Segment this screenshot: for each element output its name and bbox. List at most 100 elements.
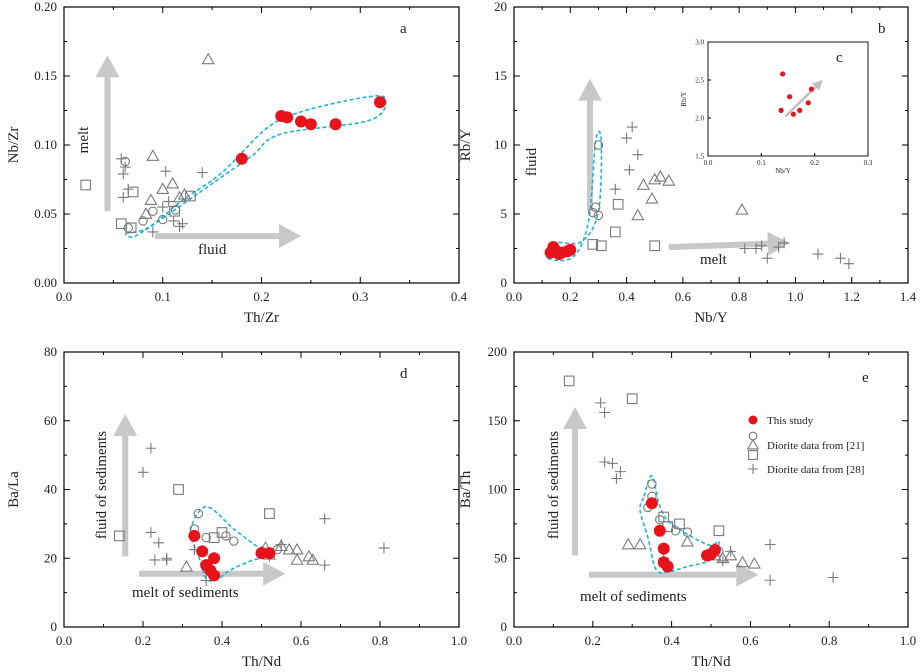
inset-y-tick-label: 2.0 [695,115,704,123]
data-point-circle [647,479,657,489]
data-point-plus [717,555,729,567]
y-tick-label: 50 [494,550,507,565]
annotation-label: melt [76,126,92,153]
inset-y-tick-label: 3.0 [695,39,704,47]
x-axis-label: Nb/Y [694,310,728,326]
data-point-plus [145,527,157,538]
data-point-plus [764,539,776,550]
y-axis-label: Ba/Th [458,470,474,508]
data-point-plus [160,165,172,177]
data-point-triangle [290,553,304,565]
data-point-circle [148,206,158,216]
data-point-triangle [631,208,645,221]
panel-e: 0.0 0.2 0.4 0.6 0.8 1.0 0 50 100 150 200 Th/Nd Ba/Th… [458,344,916,670]
data-point-plus [117,168,129,180]
data-point-triangle [290,542,304,555]
data-point-square [713,525,725,537]
data-point-circle [221,531,231,541]
up-arrow-head [577,78,602,101]
data-point-triangle [747,556,761,569]
data-point-circle [193,508,204,519]
data-point-plus [623,164,635,176]
data-point-this-study [657,542,670,555]
y-tick-label: 20 [494,0,507,14]
data-point-triangle [165,176,180,189]
y-tick-label: 0 [51,619,58,634]
data-point-plus [595,397,607,409]
inset-x-tick-label: 0.3 [864,159,873,167]
data-point-plus [378,542,390,554]
data-point-plus [177,218,188,230]
inset-x-tick-label: 0.1 [757,159,766,167]
data-point-this-study [208,552,221,565]
data-point-circle [593,210,604,221]
data-point-circle [655,514,665,525]
annotation-label: melt of sediments [580,589,687,605]
y-tick-label: 0.05 [34,206,57,221]
data-point-plus [756,240,768,252]
y-tick-label: 40 [44,482,57,497]
data-point-circle [588,207,598,218]
legend: This study Diorite data from [21] Diorite … [746,415,864,476]
inset-trend-arrowhead [812,80,823,91]
data-point-triangle [302,549,316,562]
x-tick-label: 0.4 [451,289,468,304]
y-tick-label: 100 [488,482,508,497]
data-point-circle [593,140,604,150]
data-point-triangle [144,193,158,206]
y-tick-label: 150 [488,413,508,428]
data-point-square [185,190,196,202]
data-point-circle [138,216,148,226]
y-tick-label: 0.20 [34,0,57,14]
data-point-this-study [329,118,342,131]
data-point-plus [599,456,611,468]
data-point-plus [174,221,185,232]
data-point-triangle [680,534,695,547]
x-tick-label: 0.2 [585,633,601,648]
legend-label: This study [767,415,814,427]
data-point-plus [750,243,762,254]
data-point-plus [149,554,161,566]
data-point-plus [739,243,751,254]
x-tick-label: 0.1 [155,289,171,304]
data-point-triangle [735,555,750,568]
data-point-circle [158,214,168,225]
y-tick-label: 0.10 [34,137,57,152]
inset-data-point [797,107,803,113]
inset-frame [707,41,869,157]
data-point-plus [275,539,287,550]
x-tick-label: 1.0 [451,633,467,648]
up-arrow-head [563,407,588,429]
data-point-this-study [208,569,221,582]
x-tick-label: 0.6 [293,633,310,648]
inset-data-point [778,107,784,113]
data-point-triangle [201,52,215,65]
data-point-plus [611,473,622,484]
data-point-plus [319,513,331,525]
data-point-plus [319,559,331,571]
inset-y-tick-label: 1.5 [695,153,704,161]
x-axis-label: Th/Nd [691,654,731,670]
data-point-plus [843,258,855,270]
data-point-plus [599,407,611,418]
data-point-this-study [295,115,307,128]
x-axis-label: Th/Zr [244,310,279,326]
data-point-square [264,508,275,519]
x-tick-label: 0.2 [253,289,269,304]
data-point-triangle [621,537,635,550]
data-point-plus [614,466,626,478]
data-point-plus [609,183,621,195]
right-arrow-head [263,561,286,586]
data-point-this-study [748,415,758,425]
data-point-plus [157,201,169,213]
data-point-plus [117,192,129,203]
x-tick-label: 0.8 [821,633,837,648]
data-point-triangle [156,182,170,194]
data-point-circle [590,202,601,212]
x-tick-label: 0.3 [352,289,368,304]
y-tick-label: 0 [501,619,508,634]
inset-trend-arrow [784,86,817,118]
right-arrow-shaft [668,240,768,251]
inset-data-point [787,94,793,100]
data-point-triangle [282,542,296,555]
